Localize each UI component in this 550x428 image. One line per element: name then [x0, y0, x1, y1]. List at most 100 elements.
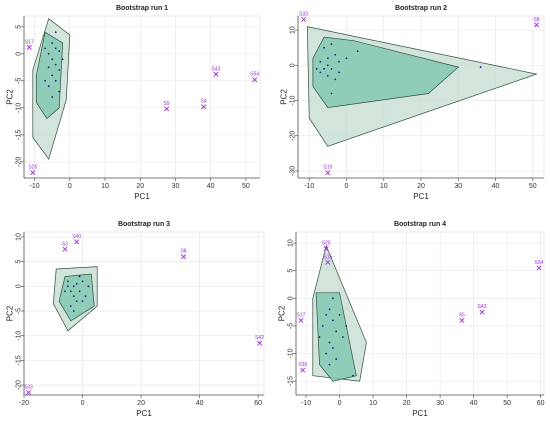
data-point — [356, 50, 359, 53]
outlier-marker — [180, 254, 187, 260]
outlier-cross-stroke — [213, 71, 219, 77]
y-tick-label: -10 — [16, 331, 23, 341]
panel-bootstrap-run-3: -20 0 20 40 60 10 5 0 -5 -10 -15 -20 Bootstrap run 3… — [6, 221, 265, 418]
x-tick-label: 10 — [380, 183, 388, 190]
outlier-cross-stroke — [325, 170, 331, 176]
data-point — [51, 58, 54, 61]
y-tick-label: -15 — [16, 130, 23, 140]
data-point — [335, 358, 338, 360]
outlier-marker — [325, 259, 331, 265]
outlier-label: S8 — [180, 249, 186, 255]
y-tick-label: -15 — [288, 376, 295, 386]
data-point — [318, 336, 321, 338]
data-point — [58, 69, 61, 71]
data-point — [326, 57, 329, 60]
outlier-marker — [201, 104, 207, 110]
x-tick-label: 10 — [369, 400, 377, 407]
data-point — [47, 52, 50, 55]
x-tick-label: 0 — [68, 183, 72, 190]
x-tick-label: 20 — [137, 400, 145, 407]
y-tick-label: -15 — [16, 355, 23, 365]
data-point — [330, 43, 333, 46]
data-point — [54, 79, 57, 82]
y-tick-label: -5 — [16, 78, 23, 84]
y-axis-label: PC2 — [6, 89, 15, 105]
outlier-marker — [536, 265, 542, 271]
data-point — [44, 47, 47, 50]
data-point — [47, 66, 50, 69]
data-point — [330, 92, 333, 95]
outlier-marker — [74, 239, 80, 245]
data-point — [72, 285, 75, 288]
outlier-marker — [62, 246, 68, 252]
y-tick-label: -20 — [16, 157, 23, 167]
data-point — [51, 96, 54, 98]
inner-hull — [35, 31, 64, 120]
outlier-cross-stroke — [257, 340, 263, 346]
data-point — [479, 66, 482, 68]
outlier-label: S8 — [533, 17, 539, 23]
x-tick-label: 40 — [470, 400, 478, 407]
x-tick-label: 20 — [403, 400, 411, 407]
outlier-marker — [26, 44, 32, 50]
x-tick-label: 30 — [172, 183, 180, 190]
chart-title: Bootstrap run 1 — [116, 5, 168, 12]
data-point — [47, 85, 50, 88]
outlier-cross-stroke — [180, 254, 187, 260]
y-tick-label: 0 — [290, 63, 297, 67]
outlier-marker — [323, 246, 329, 252]
x-tick-label: -10 — [30, 183, 40, 190]
data-point — [54, 47, 57, 50]
y-tick-label: 10 — [288, 239, 295, 247]
x-tick-label: 40 — [196, 400, 204, 407]
x-tick-label: 0 — [338, 400, 342, 407]
y-tick-label: 5 — [16, 260, 23, 264]
data-point — [323, 67, 325, 70]
data-point — [78, 290, 81, 293]
outlier-marker — [325, 170, 331, 176]
x-tick-label: 20 — [136, 183, 144, 190]
data-point — [328, 341, 331, 344]
data-point — [328, 308, 331, 311]
data-point — [325, 352, 328, 355]
data-point — [352, 374, 354, 377]
y-axis-label: PC2 — [6, 305, 15, 321]
y-tick-label: -30 — [290, 166, 297, 176]
y-tick-label: -20 — [16, 380, 23, 390]
data-point — [75, 300, 78, 303]
outlier-label: S17 — [297, 312, 306, 318]
outlier-cross-stroke — [62, 246, 68, 252]
data-point — [72, 310, 75, 312]
y-tick-label: 5 — [16, 25, 23, 29]
y-tick-label: 10 — [16, 233, 23, 241]
x-tick-label: 10 — [101, 183, 109, 190]
x-tick-label: -20 — [19, 400, 29, 407]
data-point — [67, 285, 69, 288]
inner-hull — [312, 36, 460, 108]
data-point — [331, 297, 334, 300]
data-point — [325, 313, 328, 316]
data-point — [330, 67, 333, 70]
x-tick-label: 60 — [254, 400, 262, 407]
data-point — [326, 74, 329, 77]
data-point — [67, 280, 69, 283]
data-point — [328, 363, 331, 366]
x-axis-label: PC1 — [412, 409, 428, 418]
outlier-cross-stroke — [201, 104, 207, 110]
outlier-label: S33 — [24, 385, 33, 391]
data-point — [51, 74, 54, 77]
y-tick-label: 0 — [16, 52, 23, 56]
data-point — [84, 295, 87, 298]
x-tick-label: 30 — [436, 400, 444, 407]
outlier-cross-stroke — [534, 22, 540, 28]
y-tick-label: -5 — [288, 323, 295, 329]
data-point — [78, 275, 81, 278]
data-point — [69, 290, 72, 293]
data-point — [81, 280, 84, 283]
x-tick-label: 30 — [454, 183, 462, 190]
x-axis-label: PC1 — [413, 192, 429, 201]
outlier-marker — [30, 170, 36, 176]
